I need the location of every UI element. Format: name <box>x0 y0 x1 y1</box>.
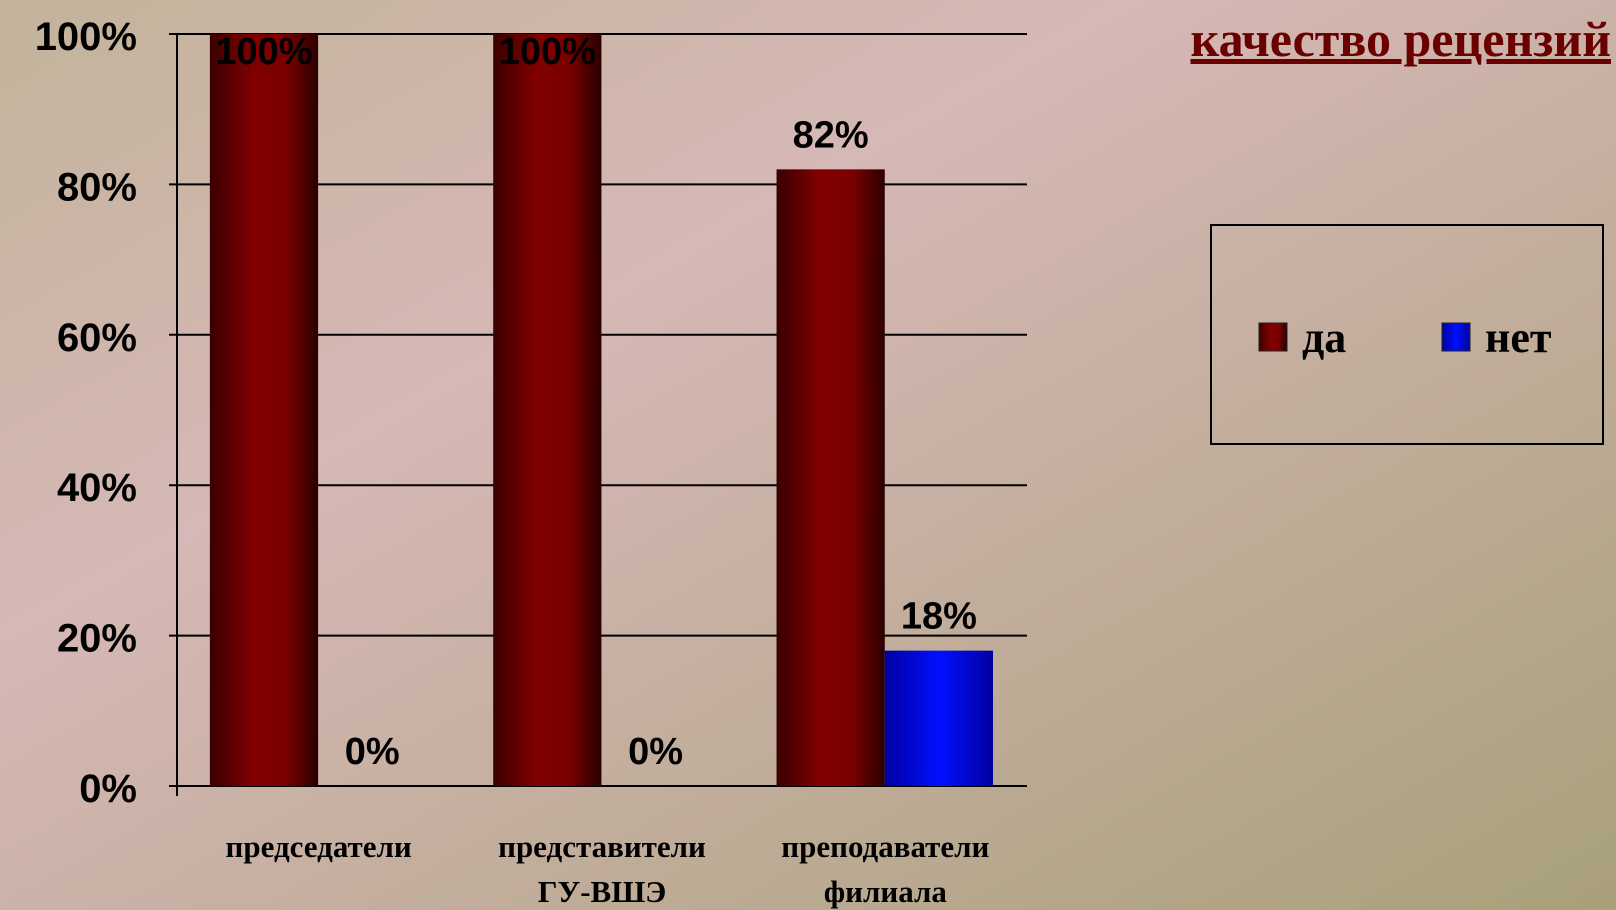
legend-box <box>1210 224 1604 445</box>
y-tick-label: 80% <box>57 165 137 209</box>
x-tick-label: представители ГУ-ВШЭ <box>498 829 706 909</box>
bar <box>776 169 885 787</box>
legend-swatch <box>1258 322 1288 352</box>
bar <box>493 34 602 786</box>
value-label: 0% <box>345 731 400 773</box>
bar <box>209 34 319 786</box>
x-tick-label: преподаватели филиала <box>781 829 989 909</box>
value-label: 0% <box>628 731 683 773</box>
legend-label: нет <box>1485 313 1552 362</box>
x-tick-line: филиала <box>824 874 948 909</box>
y-tick-label: 0% <box>79 767 137 811</box>
x-tick-line: представители <box>498 829 706 864</box>
bar <box>884 650 993 786</box>
y-tick-label: 40% <box>57 466 137 510</box>
value-label: 100% <box>215 31 312 73</box>
legend-swatch <box>1441 322 1471 352</box>
x-tick-label: председатели <box>226 829 412 864</box>
legend-label: да <box>1302 313 1346 362</box>
value-label: 82% <box>793 114 869 156</box>
y-tick-label: 100% <box>35 15 137 59</box>
y-tick-label: 60% <box>57 316 137 360</box>
y-tick-label: 20% <box>57 617 137 661</box>
x-tick-line: ГУ-ВШЭ <box>538 874 667 909</box>
value-label: 100% <box>499 31 596 73</box>
x-tick-line: преподаватели <box>781 829 989 864</box>
chart-title: качество рецензий <box>1191 11 1611 67</box>
value-label: 18% <box>901 596 977 638</box>
x-tick-line: председатели <box>226 829 412 864</box>
